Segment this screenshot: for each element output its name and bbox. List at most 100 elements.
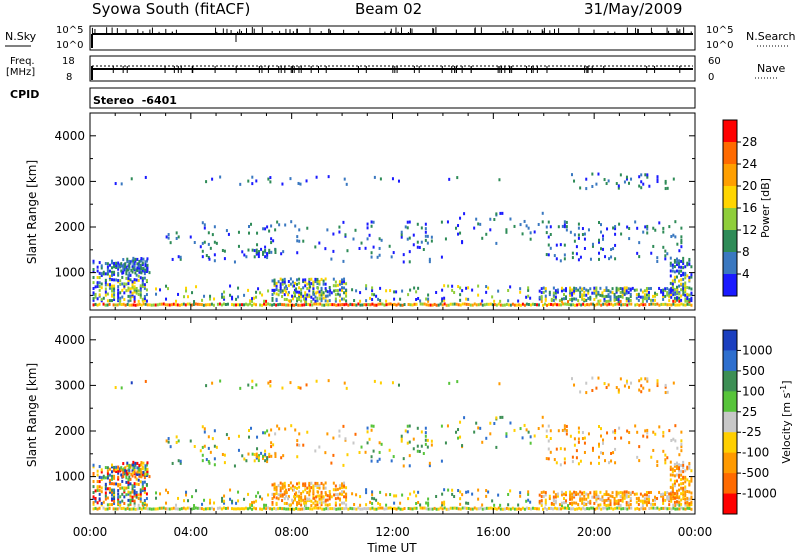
power-cell (562, 293, 565, 297)
power-cell (596, 302, 599, 306)
velocity-cell (571, 455, 574, 459)
velocity-cell (302, 490, 305, 494)
velocity-cell (682, 460, 685, 464)
velocity-cell (92, 480, 95, 484)
velocity-panel-frame (89, 316, 696, 515)
velocity-cell (302, 443, 305, 447)
velocity-cell (293, 498, 296, 502)
power-cell (418, 245, 421, 249)
power-cell (560, 300, 563, 304)
velocity-cell (673, 474, 676, 478)
power-cell (463, 302, 466, 306)
power-cell (263, 299, 266, 303)
power-cell (113, 261, 116, 265)
velocity-cell (372, 449, 375, 453)
power-cell (457, 224, 460, 228)
noise-right-label: N.Search (746, 30, 796, 43)
velocity-cell (621, 493, 624, 497)
power-cell (289, 277, 292, 281)
freq-label-line2: [MHz] (6, 67, 35, 78)
power-cell (133, 263, 136, 267)
power-cell (162, 302, 165, 306)
power-cell (690, 275, 693, 279)
power-cell (430, 239, 433, 243)
power-cell (270, 250, 273, 254)
velocity-cell (581, 497, 584, 501)
power-cell (556, 288, 559, 292)
cpid-panel: CPID Stereo -6401 (10, 87, 696, 109)
power-cell (431, 303, 434, 307)
power-cell (637, 298, 640, 302)
velocity-cell (605, 498, 608, 502)
velocity-cell (441, 503, 444, 507)
power-cell (680, 235, 683, 239)
power-cell (545, 231, 548, 235)
velocity-cell (102, 476, 105, 480)
velocity-cell (485, 506, 488, 510)
velocity-cell (627, 491, 630, 495)
velocity-cell (125, 486, 128, 490)
power-cell (104, 287, 107, 291)
power-cell (98, 271, 101, 275)
power-cell (477, 293, 480, 297)
velocity-cell (664, 391, 667, 395)
power-cell (690, 287, 693, 291)
velocity-colorbar-blocks (723, 330, 737, 515)
power-cell (352, 237, 355, 241)
velocity-cell (611, 495, 614, 499)
velocity-cell (203, 427, 206, 431)
velocity-cell (606, 431, 609, 435)
velocity-cell (573, 501, 576, 505)
power-cell (671, 265, 674, 269)
power-cell (662, 230, 665, 234)
velocity-cell (560, 490, 563, 494)
power-cell (397, 302, 400, 306)
velocity-cell (668, 429, 671, 433)
velocity-cell (387, 506, 390, 510)
date-title: 31/May/2009 (584, 0, 682, 18)
velocity-cell (296, 486, 299, 490)
velocity-cell (312, 484, 315, 488)
power-cell (684, 293, 687, 297)
velocity-cell (122, 471, 125, 475)
power-cell (328, 299, 331, 303)
power-cell (608, 302, 611, 306)
velocity-cell (542, 490, 545, 494)
velocity-cell (457, 436, 460, 440)
power-cell (300, 291, 303, 295)
velocity-cell (617, 390, 620, 394)
velocity-cell (564, 506, 567, 510)
velocity-cell (336, 487, 339, 491)
power-cell (298, 290, 301, 294)
velocity-cell (225, 433, 228, 437)
power-cell (291, 297, 294, 301)
velocity-cell (577, 503, 580, 507)
power-cell (674, 303, 677, 307)
power-cell (102, 302, 105, 306)
velocity-cell (255, 499, 258, 503)
power-cell (129, 260, 132, 264)
velocity-cell (579, 498, 582, 502)
power-cell (498, 178, 501, 182)
power-cell (316, 290, 319, 294)
velocity-cell (166, 507, 169, 511)
velocity-cell (334, 493, 337, 497)
noise-panel: N.Sky 10^5 10^0 10^5 10^0 N.Search (5, 25, 796, 51)
power-cell (253, 249, 256, 253)
velocity-cell (503, 507, 506, 511)
velocity-cell (575, 493, 578, 497)
power-cell (346, 249, 349, 253)
freq-panel-frame (89, 55, 696, 82)
velocity-cell (139, 490, 142, 494)
velocity-cell (426, 445, 429, 449)
power-cell (549, 232, 552, 236)
velocity-cell (266, 457, 269, 461)
power-cell (617, 300, 620, 304)
power-cell (314, 280, 317, 284)
velocity-cell (309, 489, 312, 493)
power-cell (136, 257, 139, 261)
velocity-cell (344, 437, 347, 441)
power-cell (92, 267, 95, 271)
velocity-cell (139, 469, 142, 473)
velocity-cell (654, 506, 657, 510)
